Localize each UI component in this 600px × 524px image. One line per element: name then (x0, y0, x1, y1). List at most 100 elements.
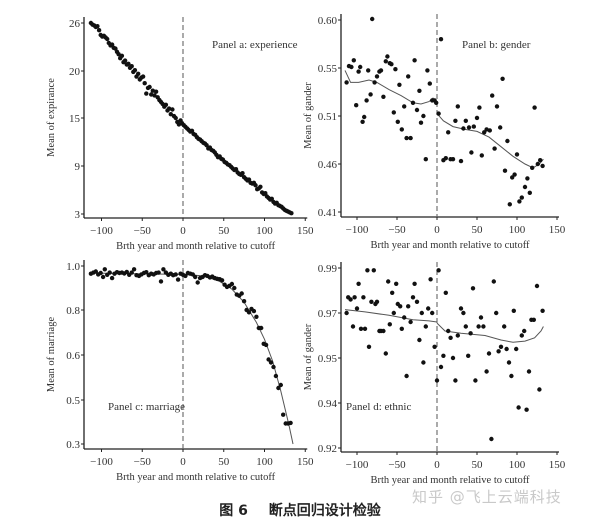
data-point (421, 113, 426, 119)
data-point (417, 337, 422, 343)
panel-d: 0.92 0.94 0.95 0.97 0.99 −100 −50 0 50 100 150 Brth… (303, 262, 566, 486)
data-point (436, 268, 441, 273)
panel-title: Panel c: marriage (108, 401, 185, 413)
x-tick-label: 100 (509, 459, 526, 471)
data-point (93, 269, 99, 274)
data-point (453, 118, 458, 124)
fit-line (436, 322, 544, 343)
data-point (428, 277, 433, 282)
data-point (469, 150, 474, 155)
data-point (514, 152, 520, 157)
panel-a: 3 9 15 20 26 −100 −50 0 50 100 150 Brth year and mo… (46, 17, 314, 252)
data-point (414, 107, 420, 113)
data-point (532, 105, 537, 110)
data-point (251, 308, 257, 314)
data-point (540, 308, 545, 313)
data-point (368, 92, 373, 97)
data-point (466, 353, 471, 358)
y-tick-label: 26 (69, 18, 81, 30)
data-point (122, 58, 128, 63)
data-point (362, 114, 367, 120)
x-tick-label: 150 (297, 225, 314, 237)
y-axis-label: Mean of expirance (46, 78, 57, 157)
data-point (356, 281, 361, 286)
y-tick-label: 0.41 (318, 207, 337, 219)
data-point (434, 100, 439, 106)
data-point (109, 275, 115, 281)
data-point (370, 16, 375, 22)
data-point (98, 270, 103, 276)
data-point (408, 135, 413, 141)
x-tick-label: −50 (134, 456, 152, 468)
data-point (517, 199, 522, 204)
x-tick-label: 150 (549, 224, 566, 236)
data-point (491, 279, 496, 284)
data-point (387, 322, 392, 327)
panel-b: 0.41 0.46 0.51 0.55 0.60 −100 −50 0 50 100 150 Brth… (303, 14, 566, 251)
x-tick-label: −50 (388, 224, 406, 236)
fit-line (89, 272, 294, 445)
y-tick-label: 20 (69, 66, 81, 78)
data-point (481, 324, 486, 329)
data-point (448, 335, 453, 340)
data-point (156, 270, 161, 275)
data-point (219, 278, 225, 283)
data-point (369, 299, 374, 304)
y-tick-label: 0.92 (318, 443, 337, 455)
data-point (421, 360, 426, 365)
data-point (288, 420, 293, 426)
data-point (389, 61, 394, 67)
y-tick-label: 3 (75, 209, 81, 221)
data-point (519, 195, 524, 200)
data-point (410, 295, 416, 300)
data-point (241, 299, 247, 304)
data-point (253, 183, 258, 188)
y-tick-label: 0.55 (318, 63, 338, 75)
data-point (471, 124, 476, 129)
x-tick-label: −100 (346, 224, 369, 236)
data-point (535, 161, 540, 167)
data-point (390, 290, 395, 295)
data-point (356, 69, 361, 74)
data-point (516, 405, 521, 410)
data-point (350, 324, 356, 329)
data-point (399, 326, 404, 331)
data-point (458, 306, 464, 311)
data-point (166, 106, 172, 111)
data-point (374, 299, 380, 304)
data-point (412, 58, 417, 63)
data-point (490, 93, 495, 98)
data-point (463, 118, 468, 124)
data-point (443, 156, 448, 161)
data-point (354, 103, 359, 108)
data-point (506, 360, 512, 365)
data-point (525, 176, 530, 181)
data-point (441, 353, 446, 358)
data-point (385, 54, 390, 59)
data-point (461, 310, 466, 316)
data-point (476, 324, 481, 329)
data-point (153, 89, 159, 94)
x-tick-label: 100 (509, 224, 526, 236)
data-point (147, 84, 152, 90)
data-point (266, 357, 271, 362)
data-point (381, 328, 386, 334)
data-point (530, 165, 535, 170)
data-point (461, 126, 466, 131)
data-point (176, 122, 182, 127)
data-point (498, 344, 504, 349)
data-point (360, 119, 365, 125)
data-point (163, 102, 169, 108)
panel-title: Panel a: experience (212, 39, 298, 51)
data-point (161, 267, 166, 272)
data-point (453, 378, 458, 383)
data-point (526, 369, 532, 374)
x-axis-label: Brth year and month relative to cutoff (370, 475, 530, 486)
data-point (402, 315, 407, 320)
data-point (383, 59, 388, 64)
data-point (348, 297, 353, 302)
data-point (239, 291, 244, 296)
data-point (119, 53, 125, 58)
y-tick-label: 0.97 (318, 308, 338, 320)
